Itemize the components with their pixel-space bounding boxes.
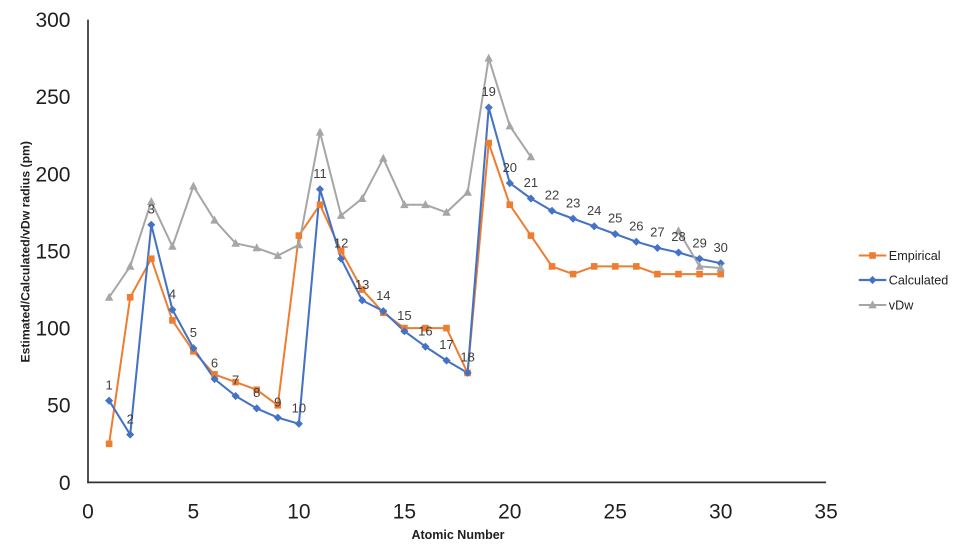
svg-text:6: 6 bbox=[211, 356, 218, 371]
svg-text:10: 10 bbox=[287, 500, 310, 523]
svg-text:29: 29 bbox=[692, 235, 706, 250]
svg-text:300: 300 bbox=[35, 9, 70, 32]
svg-text:8: 8 bbox=[253, 385, 260, 400]
svg-text:30: 30 bbox=[709, 500, 732, 523]
svg-text:11: 11 bbox=[313, 166, 327, 181]
svg-text:4: 4 bbox=[169, 286, 176, 301]
svg-text:35: 35 bbox=[814, 500, 837, 523]
svg-text:10: 10 bbox=[292, 401, 306, 416]
svg-text:18: 18 bbox=[460, 350, 474, 365]
svg-text:21: 21 bbox=[524, 175, 538, 190]
svg-text:22: 22 bbox=[545, 188, 559, 203]
svg-text:Atomic Number: Atomic Number bbox=[411, 528, 504, 542]
svg-text:20: 20 bbox=[498, 500, 521, 523]
svg-text:2: 2 bbox=[127, 411, 134, 426]
svg-text:Empirical: Empirical bbox=[889, 249, 941, 263]
svg-text:vDw: vDw bbox=[889, 299, 914, 313]
svg-text:150: 150 bbox=[35, 240, 70, 263]
svg-text:Estimated/Calculated/vDw radiu: Estimated/Calculated/vDw radius (pm) bbox=[19, 141, 33, 362]
svg-text:23: 23 bbox=[566, 195, 580, 210]
svg-text:24: 24 bbox=[587, 203, 601, 218]
svg-text:20: 20 bbox=[503, 160, 517, 175]
svg-text:12: 12 bbox=[334, 235, 348, 250]
svg-text:3: 3 bbox=[148, 202, 155, 217]
svg-text:200: 200 bbox=[35, 163, 70, 186]
svg-text:15: 15 bbox=[393, 500, 416, 523]
svg-text:30: 30 bbox=[713, 240, 727, 255]
svg-text:250: 250 bbox=[35, 86, 70, 109]
svg-text:13: 13 bbox=[355, 277, 369, 292]
svg-text:5: 5 bbox=[190, 325, 197, 340]
svg-text:0: 0 bbox=[59, 472, 71, 495]
svg-text:17: 17 bbox=[439, 337, 453, 352]
svg-text:28: 28 bbox=[671, 229, 685, 244]
svg-text:15: 15 bbox=[397, 308, 411, 323]
svg-text:16: 16 bbox=[418, 323, 432, 338]
svg-text:0: 0 bbox=[82, 500, 94, 523]
svg-text:Calculated: Calculated bbox=[889, 274, 949, 288]
svg-text:26: 26 bbox=[629, 218, 643, 233]
svg-text:9: 9 bbox=[274, 394, 281, 409]
svg-text:19: 19 bbox=[481, 84, 495, 99]
svg-text:27: 27 bbox=[650, 225, 664, 240]
svg-text:25: 25 bbox=[604, 500, 627, 523]
svg-text:7: 7 bbox=[232, 373, 239, 388]
svg-text:14: 14 bbox=[376, 288, 390, 303]
svg-text:50: 50 bbox=[47, 395, 70, 418]
svg-text:5: 5 bbox=[188, 500, 200, 523]
svg-text:100: 100 bbox=[35, 318, 70, 341]
svg-text:25: 25 bbox=[608, 211, 622, 226]
svg-text:1: 1 bbox=[105, 377, 112, 392]
